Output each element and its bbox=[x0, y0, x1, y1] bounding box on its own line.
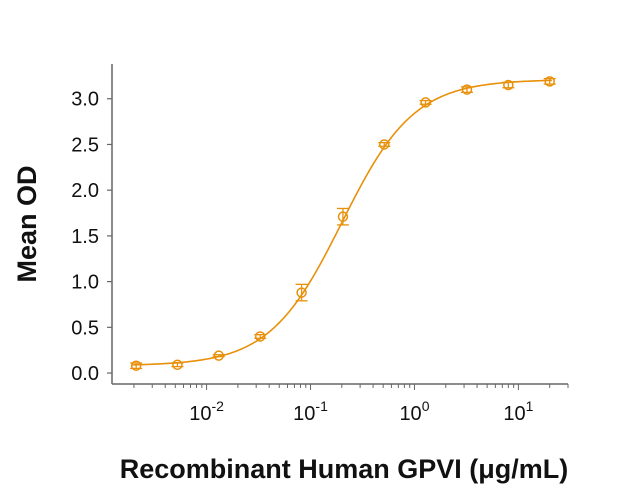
data-point bbox=[296, 287, 307, 298]
x-tick-label: 10-1 bbox=[293, 398, 328, 425]
y-tick-label: 1.5 bbox=[71, 226, 99, 248]
data-point bbox=[172, 359, 183, 371]
data-point bbox=[254, 331, 266, 342]
y-tick-label: 1.0 bbox=[71, 272, 99, 294]
x-tick-label: 100 bbox=[399, 398, 429, 425]
y-axis-title: Mean OD bbox=[12, 165, 42, 282]
y-tick-label: 3.0 bbox=[71, 89, 99, 111]
y-tick-label: 2.0 bbox=[71, 180, 99, 202]
data-point bbox=[544, 76, 555, 87]
data-point bbox=[379, 139, 390, 150]
data-marks bbox=[130, 76, 556, 371]
data-point bbox=[503, 79, 514, 91]
data-point bbox=[461, 84, 473, 95]
y-tick-label: 0.5 bbox=[71, 317, 99, 339]
x-tick-label: 10-2 bbox=[189, 398, 224, 425]
data-point bbox=[337, 211, 349, 222]
axes: 0.0 0.5 1.0 1.5 2.0 2.5 3.0 10-2 10-1 100 101 bbox=[71, 64, 569, 425]
data-point bbox=[420, 97, 431, 108]
y-tick-label: 2.5 bbox=[71, 134, 99, 156]
x-tick-label: 101 bbox=[503, 398, 533, 425]
x-axis-title: Recombinant Human GPVI (μg/mL) bbox=[120, 454, 569, 484]
y-tick-label: 0.0 bbox=[71, 363, 99, 385]
data-point bbox=[130, 360, 142, 371]
fit-curve bbox=[131, 79, 552, 366]
data-point bbox=[213, 350, 225, 361]
